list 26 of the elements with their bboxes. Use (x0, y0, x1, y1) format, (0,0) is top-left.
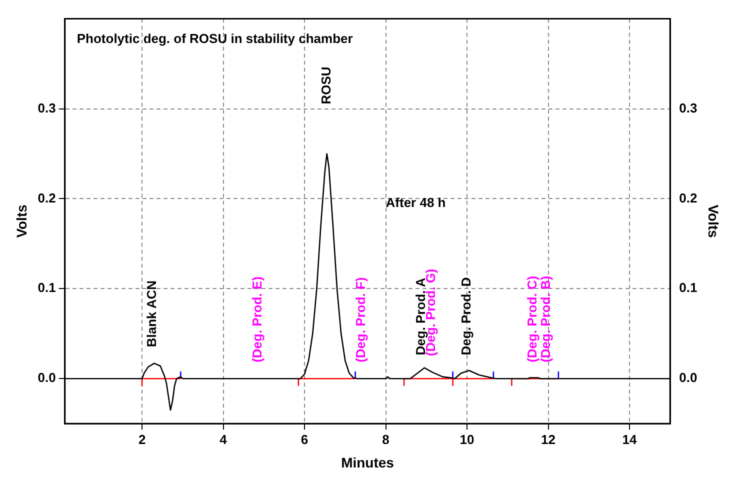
annotation: (Deg. Prod. F) (352, 277, 368, 362)
annotation: (Deg. Prod. E) (249, 276, 264, 362)
y2-tick-label: 0.0 (679, 370, 698, 386)
x-tick-label: 4 (220, 432, 228, 447)
x-tick-label: 10 (460, 432, 474, 447)
y2-tick-label: 0.2 (679, 190, 698, 206)
y-axis-title: Volts (13, 204, 30, 238)
annotation: ROSU (318, 66, 334, 104)
x-axis-title: Minutes (341, 454, 394, 470)
y-tick-label: 0.3 (38, 100, 56, 116)
x-tick-label: 14 (622, 432, 638, 447)
y-tick-label: 0.2 (38, 190, 56, 206)
y-tick-label: 0.0 (38, 370, 56, 386)
x-tick-label: 12 (541, 432, 556, 447)
annotation: (Deg. Prod. C) (524, 276, 540, 362)
annotation: Blank ACN (144, 280, 159, 348)
x-tick-label: 8 (382, 432, 390, 447)
annotation: After 48 h (386, 194, 446, 210)
y2-axis-title: Volts (706, 204, 722, 238)
x-tick-label: 2 (138, 432, 146, 447)
y2-tick-label: 0.3 (679, 100, 698, 116)
y2-tick-label: 0.1 (679, 280, 698, 296)
y-tick-label: 0.1 (38, 280, 56, 296)
annotation: Deg. Prod. D (458, 277, 474, 356)
text: Photolytic deg. of ROSU in stability chamber (76, 30, 353, 46)
x-tick-label: 6 (300, 432, 308, 447)
